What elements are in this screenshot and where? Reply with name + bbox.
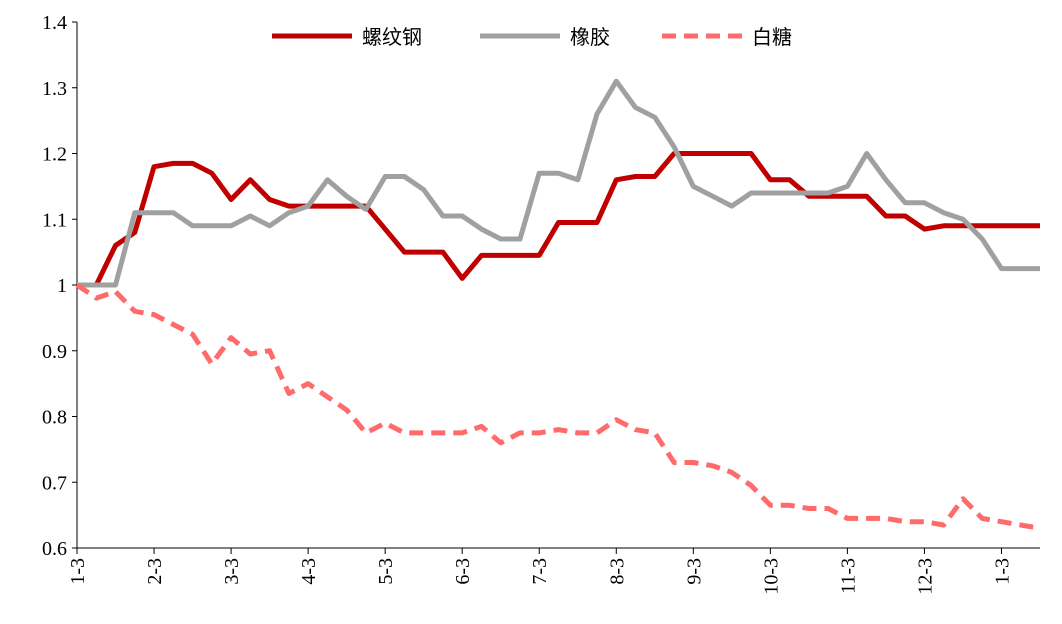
- x-tick-label: 2-3: [144, 558, 166, 585]
- x-tick-label: 10-3: [760, 558, 782, 595]
- y-tick-label: 1.3: [42, 78, 67, 100]
- y-tick-label: 1.1: [42, 209, 67, 231]
- legend-label: 白糖: [752, 26, 792, 49]
- series-line: [77, 151, 1040, 288]
- y-tick-label: 1.2: [42, 144, 67, 166]
- y-tick-label: 0.8: [42, 407, 67, 429]
- x-tick-label: 8-3: [606, 558, 628, 585]
- x-tick-label: 4-3: [298, 558, 320, 585]
- x-tick-label: 9-3: [683, 558, 705, 585]
- x-tick-label: 1-3: [67, 558, 89, 585]
- y-tick-label: 1: [57, 275, 67, 297]
- legend-label: 橡胶: [570, 26, 610, 49]
- x-tick-label: 12-3: [914, 558, 936, 595]
- legend-label: 螺纹钢: [362, 26, 422, 49]
- x-tick-label: 11-3: [837, 558, 859, 594]
- y-tick-label: 0.7: [42, 472, 67, 494]
- x-tick-label: 3-3: [221, 558, 243, 585]
- series-line: [75, 282, 1041, 531]
- legend: 螺纹钢 橡胶 白糖: [272, 26, 792, 49]
- y-tick-label: 1.4: [42, 12, 67, 34]
- x-tick-label: 1-3: [991, 558, 1013, 585]
- x-tick-label: 7-3: [529, 558, 551, 585]
- y-tick-label: 0.9: [42, 341, 67, 363]
- x-tick-label: 5-3: [375, 558, 397, 585]
- x-tick-label: 6-3: [452, 558, 474, 585]
- series-line: [77, 78, 1040, 288]
- y-tick-label: 0.6: [42, 538, 67, 560]
